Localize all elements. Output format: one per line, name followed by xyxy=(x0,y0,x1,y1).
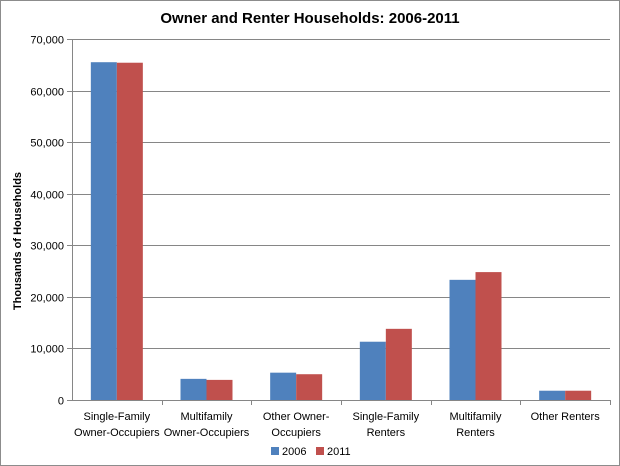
x-category-label: Other Renters xyxy=(531,411,601,423)
bar-2006 xyxy=(359,341,386,400)
chart-title: Owner and Renter Households: 2006-2011 xyxy=(160,10,459,27)
bar-2011 xyxy=(206,379,233,400)
legend-swatch-2011 xyxy=(316,447,324,455)
x-category-label: Owner-Occupiers xyxy=(74,427,160,439)
legend-label-2011: 2011 xyxy=(327,446,351,458)
bars xyxy=(90,62,592,400)
bar-2006 xyxy=(270,372,297,400)
bar-2006 xyxy=(180,378,207,400)
y-axis-label: Thousands of Households xyxy=(12,172,24,310)
x-category-label: Single-Family xyxy=(353,411,420,423)
y-tick-label: 70,000 xyxy=(30,35,64,47)
legend-label-2006: 2006 xyxy=(282,446,306,458)
y-axis-ticks: 0 10,000 20,000 30,000 40,000 50,000 60,000 70,… xyxy=(30,35,72,408)
x-category-label: Multifamily xyxy=(181,411,233,423)
y-tick-label: 0 xyxy=(58,396,64,408)
legend: 2006 2011 xyxy=(271,446,351,458)
bar-2011 xyxy=(296,374,323,400)
x-axis-categories: Single-Family Owner-Occupiers Multifamily O… xyxy=(74,400,611,439)
x-category-label: Renters xyxy=(367,427,406,439)
bar-2006 xyxy=(539,390,566,400)
gridlines xyxy=(72,39,610,349)
bar-2011 xyxy=(116,62,143,400)
bar-2011 xyxy=(565,390,592,400)
bar-2006 xyxy=(90,62,117,400)
y-tick-label: 40,000 xyxy=(30,190,64,202)
x-category-label: Single-Family xyxy=(84,411,151,423)
x-category-label: Occupiers xyxy=(271,427,321,439)
y-tick-label: 50,000 xyxy=(30,138,64,150)
x-category-label: Other Owner- xyxy=(263,411,330,423)
x-category-label: Owner-Occupiers xyxy=(164,427,250,439)
y-tick-label: 60,000 xyxy=(30,87,64,99)
bar-2011 xyxy=(475,272,502,400)
y-tick-label: 30,000 xyxy=(30,241,64,253)
y-tick-label: 10,000 xyxy=(30,344,64,356)
legend-swatch-2006 xyxy=(271,447,279,455)
bar-2006 xyxy=(449,279,476,400)
x-category-label: Multifamily xyxy=(450,411,502,423)
y-tick-label: 20,000 xyxy=(30,293,64,305)
bar-2011 xyxy=(385,328,412,400)
x-category-label: Renters xyxy=(456,427,495,439)
